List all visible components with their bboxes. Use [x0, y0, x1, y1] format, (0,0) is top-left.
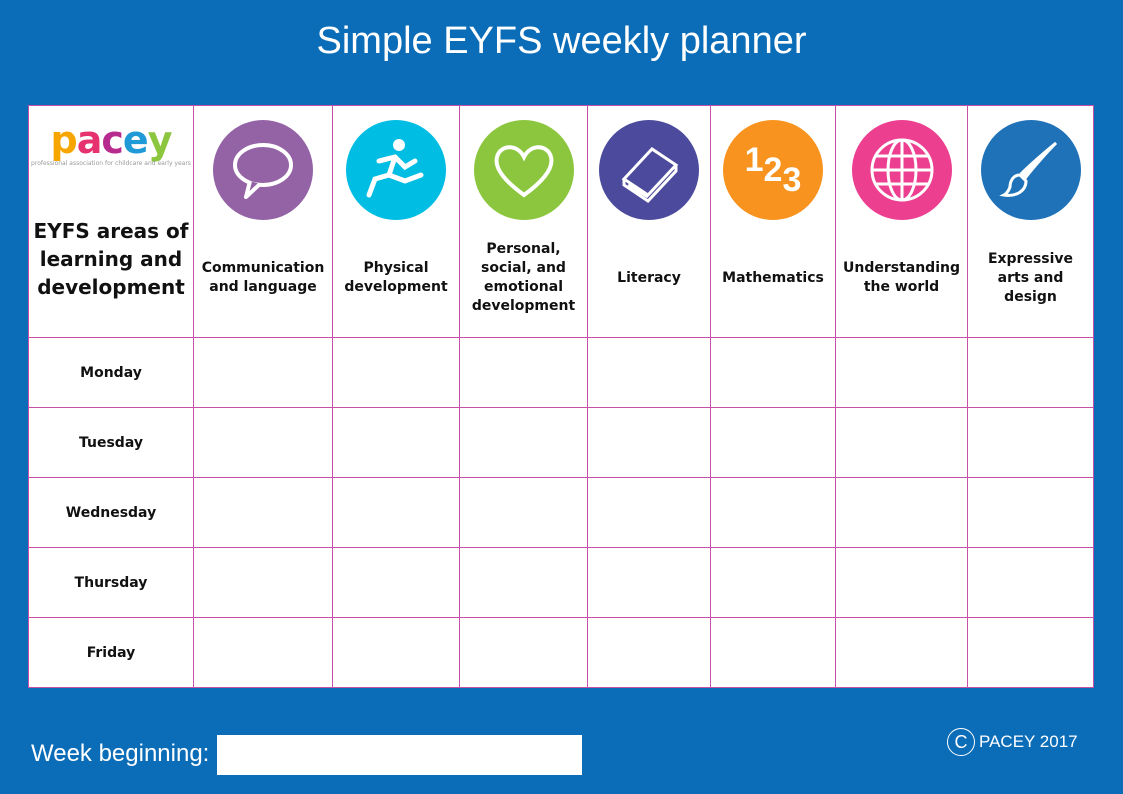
copyright: C PACEY 2017 [947, 728, 1078, 756]
planner-cell[interactable] [587, 617, 711, 688]
planner-cell[interactable] [193, 337, 333, 408]
running-person-icon [346, 120, 446, 220]
page-title: Simple EYFS weekly planner [316, 20, 807, 62]
copyright-text: PACEY 2017 [979, 732, 1078, 751]
planner-cell[interactable] [710, 547, 836, 618]
planner-cell[interactable] [967, 337, 1094, 408]
planner-cell[interactable] [459, 337, 588, 408]
planner-cell[interactable] [835, 477, 968, 548]
area-label: Personal, social, and emotional developm… [471, 241, 576, 314]
planner-cell[interactable] [710, 617, 836, 688]
day-label: Thursday [28, 547, 194, 618]
day-label: Tuesday [28, 407, 194, 478]
book-icon [599, 120, 699, 220]
corner-heading: EYFS areas of learning and development [33, 219, 189, 299]
day-row: Thursday [28, 547, 1094, 618]
week-beginning-label: Week beginning: [31, 740, 210, 767]
week-beginning-input[interactable] [217, 735, 582, 775]
area-physical: Physical development [332, 105, 460, 338]
planner-cell[interactable] [587, 477, 711, 548]
planner-cell[interactable] [332, 547, 460, 618]
planner-cell[interactable] [459, 407, 588, 478]
area-literacy: Literacy [587, 105, 711, 338]
planner-cell[interactable] [332, 407, 460, 478]
planner-cell[interactable] [835, 407, 968, 478]
day-row: Wednesday [28, 477, 1094, 548]
day-row: Tuesday [28, 407, 1094, 478]
day-row: Friday [28, 617, 1094, 688]
area-personal-social: Personal, social, and emotional developm… [459, 105, 588, 338]
planner-cell[interactable] [835, 337, 968, 408]
planner-cell[interactable] [459, 547, 588, 618]
planner-cell[interactable] [710, 477, 836, 548]
day-label: Friday [28, 617, 194, 688]
area-label: Understanding the world [842, 260, 960, 295]
area-label: Expressive arts and design [987, 250, 1074, 305]
area-label: Literacy [617, 269, 681, 286]
planner-cell[interactable] [193, 547, 333, 618]
planner-cell[interactable] [710, 337, 836, 408]
planner-cell[interactable] [332, 337, 460, 408]
globe-icon [851, 120, 952, 220]
planner-cell[interactable] [710, 407, 836, 478]
heart-icon [473, 120, 574, 220]
area-label: Mathematics [722, 269, 824, 286]
area-expressive-arts: Expressive arts and design [967, 105, 1094, 338]
planner-cell[interactable] [332, 617, 460, 688]
planner-cell[interactable] [835, 617, 968, 688]
corner-cell: pacey professional association for child… [28, 105, 194, 338]
pacey-logo: pacey [50, 118, 173, 162]
planner-grid: pacey professional association for child… [28, 105, 1094, 688]
header-row: pacey professional association for child… [28, 105, 1094, 338]
area-label: Physical development [344, 260, 448, 295]
planner-cell[interactable] [967, 547, 1094, 618]
logo-tagline: professional association for childcare a… [31, 160, 191, 167]
area-understanding-world: Understanding the world [835, 105, 968, 338]
area-label: Communication and language [201, 260, 325, 295]
planner-cell[interactable] [835, 547, 968, 618]
planner-cell[interactable] [459, 477, 588, 548]
copyright-icon: C [947, 728, 975, 756]
planner-cell[interactable] [587, 407, 711, 478]
planner-cell[interactable] [193, 407, 333, 478]
day-label: Wednesday [28, 477, 194, 548]
planner-cell[interactable] [587, 547, 711, 618]
planner-cell[interactable] [193, 477, 333, 548]
area-communication: Communication and language [193, 105, 333, 338]
planner-cell[interactable] [587, 337, 711, 408]
speech-bubble-icon [213, 120, 313, 220]
planner-cell[interactable] [967, 477, 1094, 548]
planner-cell[interactable] [459, 617, 588, 688]
planner-cell[interactable] [967, 407, 1094, 478]
planner-cell[interactable] [967, 617, 1094, 688]
planner-cell[interactable] [193, 617, 333, 688]
paintbrush-icon [980, 120, 1081, 220]
day-row: Monday [28, 337, 1094, 408]
planner-cell[interactable] [332, 477, 460, 548]
day-label: Monday [28, 337, 194, 408]
